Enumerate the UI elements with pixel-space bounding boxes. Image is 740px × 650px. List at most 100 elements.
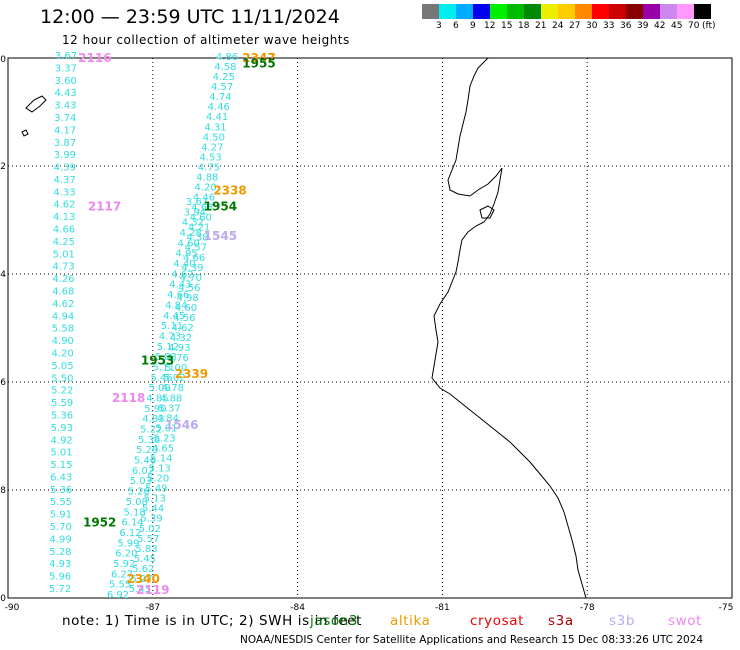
swh-value-right-track: 4.57 — [211, 82, 233, 93]
swh-value-left-track: 4.25 — [53, 237, 75, 248]
swh-value-left-track: 4.66 — [53, 225, 75, 236]
swh-value-left-track: 4.73 — [52, 262, 74, 273]
pass-time-label: 2339 — [175, 367, 208, 381]
credit-line: NOAA/NESDIS Center for Satellite Applica… — [240, 634, 704, 646]
swh-value-left-track: 5.15 — [50, 460, 72, 471]
swh-value-right-track: 4.60 — [175, 303, 197, 314]
swh-value-left-track: 5.36 — [51, 410, 73, 421]
swh-value-left-track: 5.93 — [51, 423, 73, 434]
swh-value-right-track: 4.39 — [181, 263, 203, 274]
swh-value-left-track: 5.05 — [51, 361, 73, 372]
swh-value-left-track: 5.36 — [50, 485, 72, 496]
pass-time-label: 1954 — [204, 200, 237, 214]
swh-value-right-track: 4.78 — [162, 383, 184, 394]
longitude-tick: -78 — [580, 603, 595, 613]
swh-value-left-track: 6.43 — [50, 472, 72, 483]
swh-value-mid-track: 5.92 — [113, 559, 135, 570]
coastline-gulf-island — [479, 205, 495, 219]
swh-value-right-track: 4.50 — [203, 132, 225, 143]
swh-value-right-track: 4.21 — [188, 223, 210, 234]
swh-value-mid-track: 4.66 — [167, 290, 189, 301]
swh-value-left-track: 4.37 — [53, 175, 75, 186]
latitude-tick: -2 — [0, 162, 6, 172]
pass-time-label: 2340 — [126, 572, 159, 586]
longitude-tick: -84 — [290, 603, 305, 613]
latitude-tick: -10 — [0, 594, 6, 604]
scale-label: 33 — [603, 21, 615, 31]
swh-value-right-track: 4.60 — [190, 213, 212, 224]
swh-value-left-track: 5.22 — [51, 386, 73, 397]
pass-time-label: 1545 — [204, 229, 237, 243]
longitude-tick: -81 — [435, 603, 450, 613]
swh-value-mid-track: 6.92 — [107, 590, 129, 601]
swh-value-right-track: 4.88 — [160, 393, 182, 404]
swh-value-right-track: 4.46 — [193, 193, 215, 204]
scale-unit: (ft) — [702, 21, 716, 31]
swh-value-left-track: 4.33 — [53, 187, 75, 198]
swh-value-left-track: 3.37 — [55, 63, 77, 74]
swh-value-right-track: 5.39 — [140, 514, 162, 525]
swh-value-mid-track: 4.40 — [173, 259, 195, 270]
scale-label: 70 — [688, 21, 700, 31]
swh-value-left-track: 4.99 — [49, 534, 71, 545]
swh-value-right-track: 4.63 — [191, 203, 213, 214]
swh-value-mid-track: 5.46 — [134, 456, 156, 467]
scale-swatch — [422, 4, 439, 19]
swh-value-right-track: 4.98 — [176, 293, 198, 304]
swh-value-right-track: 4.88 — [196, 172, 218, 183]
pass-time-label: 1955 — [242, 56, 275, 70]
swh-value-right-track: 5.01 — [155, 423, 177, 434]
swh-value-left-track: 4.94 — [52, 311, 74, 322]
swh-value-right-track: 4.46 — [208, 102, 230, 113]
swh-value-mid-track: 5.12 — [157, 342, 179, 353]
swh-value-right-track: 5.13 — [144, 494, 166, 505]
pass-time-label: 2116 — [78, 51, 111, 65]
scale-label: 30 — [586, 21, 598, 31]
swh-value-right-track: 4.56 — [178, 283, 200, 294]
swh-value-right-track: 5.02 — [163, 373, 185, 384]
swh-value-mid-track: 5.03 — [130, 476, 152, 487]
longitude-tick: -87 — [145, 603, 160, 613]
swh-value-right-track: 4.56 — [173, 313, 195, 324]
pass-time-label: 2338 — [213, 183, 246, 197]
swh-value-right-track: 4.57 — [185, 243, 207, 254]
scale-swatch — [626, 4, 643, 19]
scale-swatch — [439, 4, 456, 19]
swh-value-right-track: 5.37 — [158, 403, 180, 414]
coastline — [21, 57, 587, 599]
scale-label: 15 — [501, 21, 513, 31]
swh-value-right-track: 4.62 — [172, 323, 194, 334]
swh-value-mid-track: 6.02 — [132, 466, 154, 477]
swh-value-right-track: 4.74 — [209, 92, 231, 103]
swh-value-right-track: 4.53 — [199, 152, 221, 163]
swh-value-mid-track: 6.14 — [121, 518, 143, 529]
scale-swatch — [609, 4, 626, 19]
swh-value-left-track: 4.13 — [53, 212, 75, 223]
swh-value-left-track: 5.01 — [53, 249, 75, 260]
swh-value-right-track: 5.23 — [153, 433, 175, 444]
swh-value-right-track: 5.44 — [142, 504, 164, 515]
swh-value-left-track: 5.55 — [50, 497, 72, 508]
swh-value-mid-track: 5.83 — [155, 352, 177, 363]
swh-value-left-track: 4.93 — [49, 559, 71, 570]
latitude-tick: -8 — [0, 486, 6, 496]
swh-value-right-track: 5.14 — [150, 454, 172, 465]
scale-swatch — [524, 4, 541, 19]
swh-value-mid-track: 4.32 — [182, 218, 204, 229]
scale-swatch — [456, 4, 473, 19]
swh-value-left-track: 5.50 — [51, 373, 73, 384]
legend-note: note: 1) Time is in UTC; 2) SWH is in fe… — [62, 613, 363, 629]
scale-label: 21 — [535, 21, 547, 31]
scale-label: 39 — [637, 21, 649, 31]
swh-value-right-track: 5.13 — [149, 464, 171, 475]
swh-value-left-track: 4.39 — [54, 163, 76, 174]
scale-swatch — [592, 4, 609, 19]
scale-swatch — [507, 4, 524, 19]
swh-value-right-track: 4.20 — [195, 182, 217, 193]
swh-value-mid-track: 4.45 — [163, 311, 185, 322]
swh-value-right-track: 5.83 — [135, 544, 157, 555]
swh-value-mid-track: 5.22 — [140, 425, 162, 436]
plot-frame — [7, 57, 733, 599]
swh-value-right-track: 5.02 — [139, 524, 161, 535]
